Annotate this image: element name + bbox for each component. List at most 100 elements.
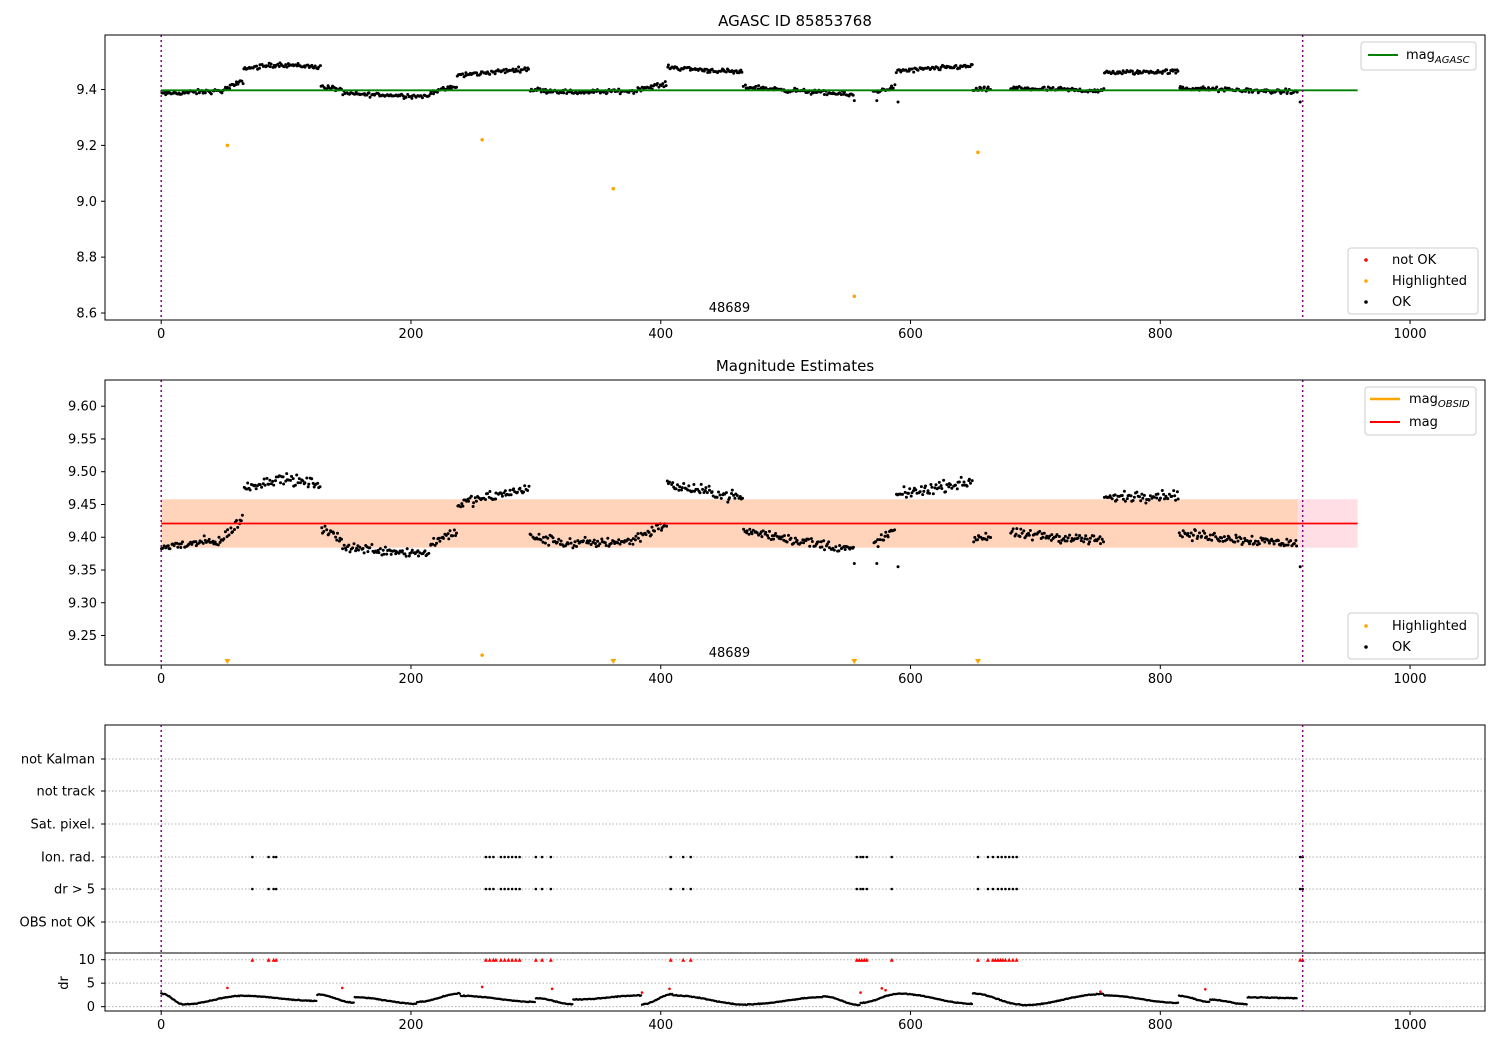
highlighted-offscale-marker: [224, 659, 231, 664]
ok-point: [1167, 492, 1171, 496]
flag-point: [1011, 855, 1015, 859]
ok-point: [1221, 539, 1225, 543]
ok-point: [748, 527, 752, 531]
ok-point: [334, 535, 338, 539]
ok-point: [176, 545, 180, 549]
ok-point: [876, 538, 880, 542]
ok-point: [707, 484, 711, 488]
ok-point: [1057, 535, 1061, 538]
dr-point: [352, 1001, 355, 1004]
ok-point: [1270, 537, 1274, 541]
ok-point: [1078, 534, 1082, 537]
flag-point: [1301, 887, 1304, 891]
y-tick-label: 9.40: [68, 531, 97, 546]
ok-point: [687, 484, 691, 488]
ok-point: [761, 529, 765, 533]
ok-point: [600, 537, 604, 541]
ok-point: [464, 71, 468, 75]
ok-point: [839, 93, 843, 97]
ok-point: [1208, 533, 1212, 537]
ok-point: [1063, 534, 1067, 538]
ok-point: [366, 550, 370, 554]
x-tick-label: 200: [399, 672, 424, 687]
ok-point: [656, 527, 660, 531]
ok-point: [665, 524, 669, 528]
ok-point: [1102, 87, 1106, 91]
ok-point: [1086, 90, 1090, 94]
panel-2-obsid-annotation: 48689: [709, 646, 750, 661]
ok-point: [1195, 537, 1199, 540]
ok-point: [638, 539, 642, 543]
dr-capped-marker: [1300, 957, 1305, 962]
flag-point: [488, 855, 491, 859]
ok-point: [1088, 540, 1092, 544]
panel-2-status-legend-box: [1347, 612, 1479, 660]
flag-point: [669, 855, 673, 859]
flag-point: [855, 855, 859, 859]
ok-point: [1198, 531, 1201, 535]
ok-point: [678, 485, 682, 489]
flag-point: [514, 887, 518, 891]
ok-point: [1083, 537, 1087, 541]
ok-point: [1059, 541, 1063, 545]
ok-point: [820, 545, 824, 549]
ok-point: [258, 483, 262, 487]
ok-point: [1257, 542, 1261, 546]
dr-point: [571, 1003, 574, 1006]
ok-point: [816, 540, 820, 544]
ok-point: [701, 487, 705, 491]
ok-point: [708, 70, 712, 74]
flag-point: [1004, 887, 1007, 891]
ok-point: [455, 531, 458, 535]
panel-3-points: [160, 855, 1305, 1007]
ok-point: [559, 539, 563, 543]
ok-point: [258, 66, 261, 70]
ok-point: [730, 488, 734, 492]
ok-point: [1163, 497, 1166, 501]
ok-point: [217, 535, 221, 539]
ok-point: [827, 546, 831, 550]
ok-point: [1048, 534, 1052, 538]
ok-point: [455, 85, 458, 89]
ok-point: [341, 547, 345, 551]
ok-point: [928, 491, 931, 495]
dr-capped-marker: [483, 957, 488, 962]
dr-point: [1176, 1001, 1180, 1004]
ok-point: [241, 82, 245, 86]
ok-point: [337, 539, 341, 543]
y-tick-label: 9.30: [68, 596, 97, 611]
ok-point: [335, 538, 339, 542]
ok-point: [295, 64, 299, 68]
ok-point: [342, 543, 346, 547]
ok-point: [787, 533, 790, 537]
ok-point: [1176, 69, 1180, 73]
ok-point: [741, 496, 744, 500]
ok-point: [306, 63, 310, 67]
ok-point: [802, 541, 806, 545]
ok-point: [1295, 90, 1299, 94]
ok-point: [717, 490, 720, 494]
ok-point: [886, 535, 890, 539]
ok-point: [1284, 543, 1288, 547]
ok-point: [1051, 86, 1055, 89]
ok-point: [218, 540, 222, 544]
ok-point: [1230, 538, 1233, 542]
ok-point: [508, 488, 512, 492]
ok-point: [420, 96, 424, 100]
x-tick-label: 0: [157, 672, 165, 687]
ok-point: [1066, 536, 1070, 540]
ok-point: [1088, 536, 1092, 540]
flag-point: [1298, 855, 1302, 859]
flag-point: [540, 887, 544, 891]
ok-point: [875, 99, 879, 103]
ok-point: [742, 527, 746, 531]
flag-point: [996, 887, 1000, 891]
panel-1-status-legend: not OK Highlighted OK: [1347, 247, 1479, 315]
dr-capped-marker: [493, 957, 498, 962]
ok-point: [914, 488, 918, 492]
dr-capped-marker: [510, 957, 515, 962]
ok-point: [1190, 539, 1194, 543]
ok-point: [724, 491, 728, 495]
ok-point: [750, 532, 754, 536]
ok-point: [1174, 498, 1178, 502]
